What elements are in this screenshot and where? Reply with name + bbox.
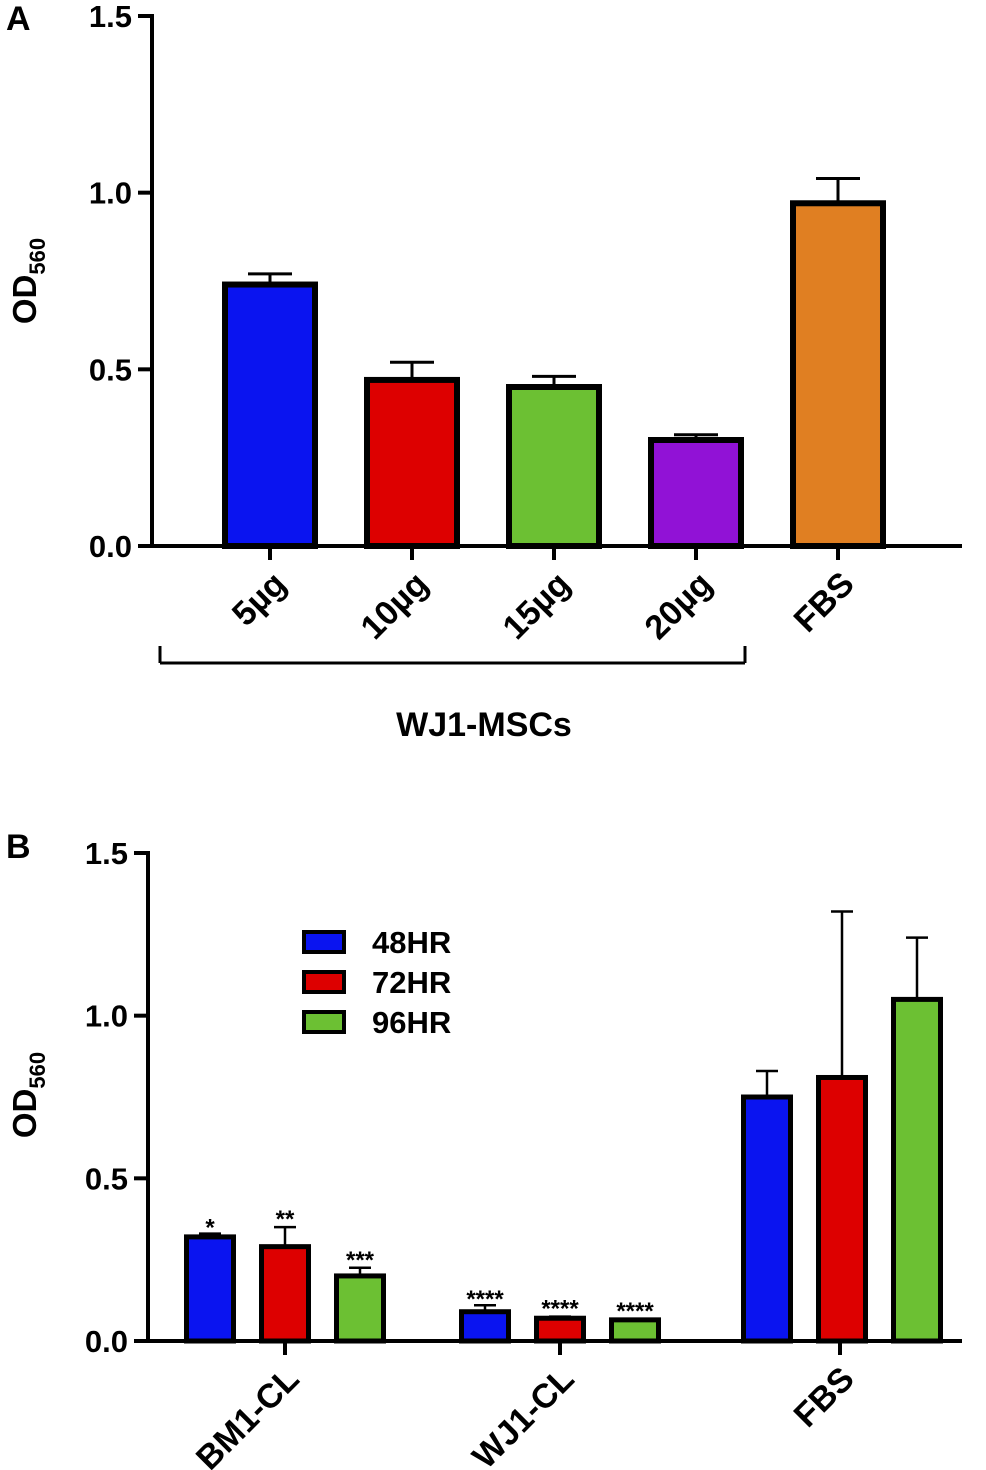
- y-axis-label-text: OD: [6, 275, 43, 325]
- y-tick-label: 0.0: [85, 1324, 128, 1359]
- legend-label: 48HR: [372, 925, 451, 960]
- y-tick-label: 1.0: [85, 999, 128, 1034]
- legend-label: 96HR: [372, 1005, 451, 1040]
- legend-swatch-72HR: [302, 970, 346, 994]
- significance-label: **: [276, 1206, 295, 1233]
- legend-swatch-96HR: [302, 1010, 346, 1034]
- y-tick-label: 1.5: [85, 836, 128, 871]
- y-axis-label: OD560: [6, 1052, 50, 1138]
- bar-48HR-3: [741, 1094, 793, 1344]
- significance-label: ****: [466, 1286, 504, 1313]
- bar-96HR-3: [891, 996, 943, 1344]
- bar-5: [790, 200, 886, 549]
- significance-label: ***: [346, 1247, 375, 1274]
- y-axis-label-subscript: 560: [25, 238, 50, 275]
- x-tick-label: BM1-CL: [189, 1360, 307, 1470]
- bar-4: [648, 437, 744, 549]
- y-axis-label: OD560: [6, 238, 50, 324]
- legend-swatch-48HR: [302, 930, 346, 954]
- x-tick-label: FBS: [787, 565, 862, 640]
- bar-96HR-1: [334, 1273, 386, 1344]
- x-tick-label: FBS: [787, 1360, 862, 1435]
- bar-48HR-2: [459, 1309, 511, 1344]
- y-tick-label: 1.0: [89, 176, 132, 211]
- bar-48HR-1: [184, 1234, 236, 1344]
- x-tick-label: 20µg: [637, 565, 719, 647]
- bar-2: [364, 376, 460, 549]
- y-axis-label-text: OD: [6, 1089, 43, 1139]
- group-bracket-label: WJ1-MSCs: [396, 706, 572, 744]
- significance-label: ****: [541, 1296, 579, 1323]
- x-tick-label: WJ1-CL: [465, 1360, 581, 1470]
- bar-1: [222, 281, 318, 549]
- y-tick-label: 1.5: [89, 0, 132, 34]
- bar-72HR-1: [259, 1244, 311, 1344]
- y-tick-label: 0.5: [85, 1161, 128, 1196]
- bar-3: [506, 384, 602, 549]
- y-axis-label-subscript: 560: [25, 1052, 50, 1089]
- panel-a-letter: A: [6, 0, 31, 38]
- significance-label: ****: [616, 1298, 654, 1325]
- panel-b-letter: B: [6, 828, 31, 866]
- x-tick-label: 15µg: [495, 565, 577, 647]
- y-tick-label: 0.0: [89, 529, 132, 564]
- bar-96HR-2: [609, 1317, 661, 1344]
- y-tick-label: 0.5: [89, 352, 132, 387]
- x-tick-label: 10µg: [353, 565, 435, 647]
- x-tick-label: 5µg: [225, 565, 294, 634]
- bar-72HR-3: [816, 1074, 868, 1344]
- legend-label: 72HR: [372, 965, 451, 1000]
- panel-a: A 0.0 0.5 1.0 1.5 OD560 5µg 10µg 15µg 20µg FBS WJ1…: [6, 0, 962, 744]
- significance-label: *: [205, 1215, 215, 1242]
